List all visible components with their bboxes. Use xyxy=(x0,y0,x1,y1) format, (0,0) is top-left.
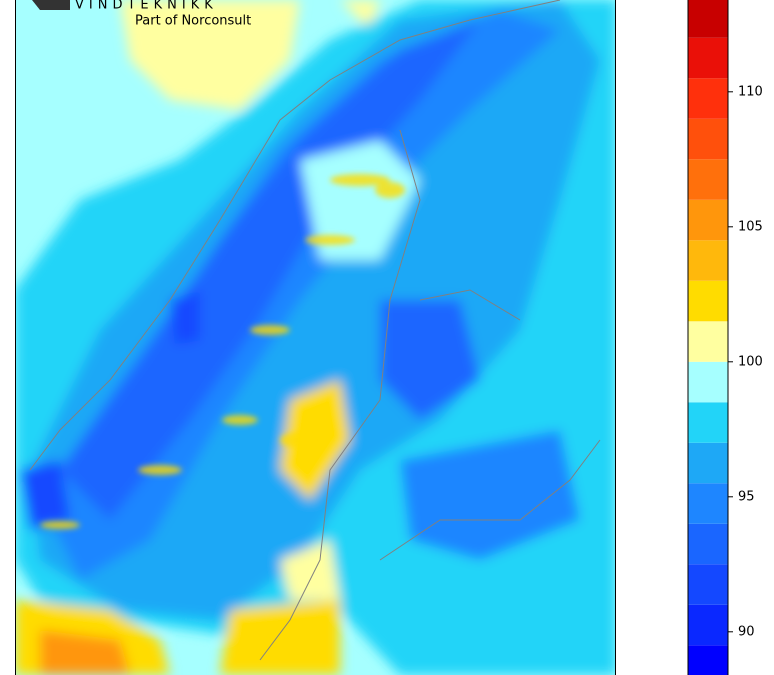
colorbar-band xyxy=(688,564,728,605)
colorbar-band xyxy=(688,78,728,119)
tick-label: 105 xyxy=(738,219,763,234)
colorbar-band xyxy=(688,118,728,160)
colorbar-band xyxy=(688,442,728,484)
colorbar-band xyxy=(688,280,728,322)
logo-mark xyxy=(32,0,70,10)
colorbar-band xyxy=(688,37,728,79)
logo-tagline: Part of Norconsult xyxy=(135,14,251,29)
colorbar-band xyxy=(688,240,728,281)
colorbar-band xyxy=(688,523,728,565)
tick-label: 110 xyxy=(738,84,763,99)
colorbar-band xyxy=(688,645,728,675)
colorbar-band xyxy=(688,199,728,241)
colorbar-band xyxy=(688,361,728,403)
colorbar-band xyxy=(688,159,728,200)
logo-name: VINDTEKNIKK xyxy=(75,0,218,13)
colorbar-band xyxy=(688,402,728,443)
tick-label: 100 xyxy=(738,354,763,369)
colorbar-band xyxy=(688,0,728,38)
map xyxy=(15,0,616,675)
tick-label: 90 xyxy=(738,624,755,639)
tick-label: 95 xyxy=(738,489,755,504)
colorbar-band xyxy=(688,321,728,362)
map-frame xyxy=(15,0,616,675)
colorbar-band xyxy=(688,604,728,646)
colorbar-band xyxy=(688,483,728,524)
colorbar: 90 95 100 105 110 xyxy=(687,0,763,675)
